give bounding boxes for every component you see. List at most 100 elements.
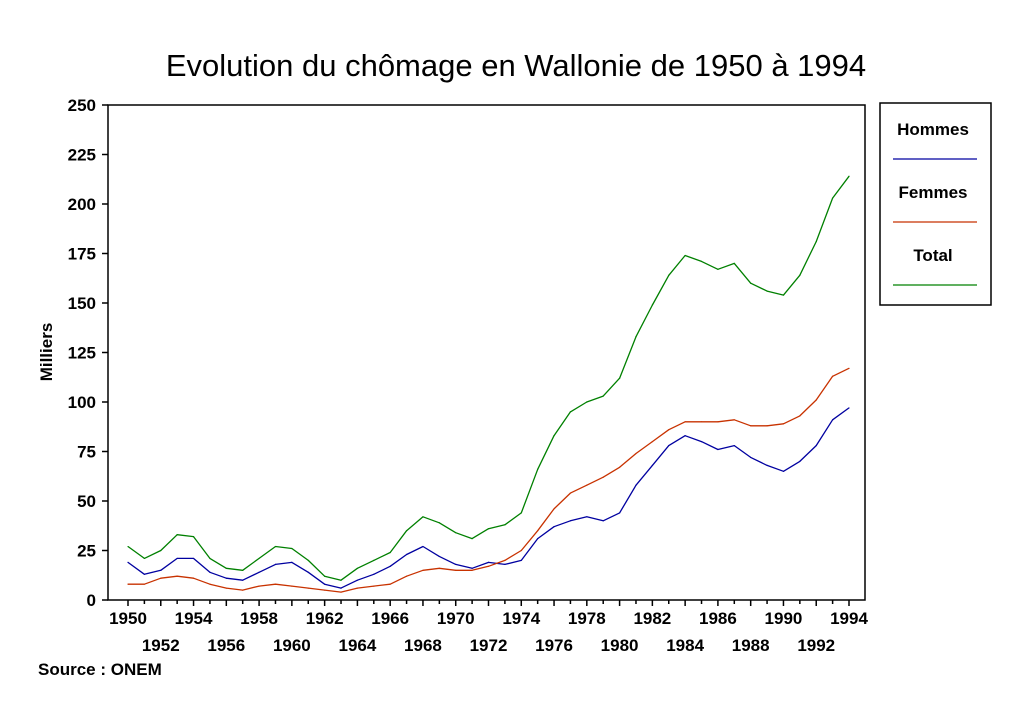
data-point-hommes [258, 571, 260, 573]
data-point-femmes [717, 421, 719, 423]
data-point-femmes [176, 575, 178, 577]
y-tick-label: 225 [68, 146, 96, 165]
data-point-hommes [799, 460, 801, 462]
x-axis: 1950 1954 1958 1962 1966 1970 1974 1978 1982 1986… [109, 600, 868, 655]
data-point-hommes [700, 441, 703, 443]
data-point-total [274, 545, 277, 548]
data-point-femmes [307, 587, 309, 589]
data-point-femmes [225, 587, 227, 589]
data-point-total [668, 274, 670, 276]
x-tick-label: 1990 [765, 609, 803, 628]
data-point-hommes [651, 464, 653, 466]
data-point-total [143, 557, 145, 560]
data-point-total [356, 567, 359, 569]
data-point-hommes [274, 563, 277, 565]
data-point-total [782, 294, 785, 296]
data-point-hommes [422, 545, 424, 548]
data-point-total [700, 260, 703, 263]
legend: Hommes Femmes Total [879, 102, 992, 306]
data-point-femmes [602, 476, 604, 478]
legend-label-hommes: Hommes [897, 120, 969, 139]
data-point-total [455, 532, 457, 534]
x-tick-label: 1976 [535, 636, 573, 655]
data-point-femmes [471, 569, 473, 571]
data-point-femmes [143, 583, 145, 585]
data-point-total [373, 559, 375, 562]
data-point-femmes [618, 466, 621, 468]
data-point-femmes [242, 589, 244, 591]
x-tick-label: 1984 [666, 636, 704, 655]
data-point-hommes [618, 512, 621, 514]
data-point-femmes [504, 559, 506, 562]
y-tick-label: 50 [77, 492, 96, 511]
x-tick-label: 1982 [633, 609, 671, 628]
data-point-hommes [307, 571, 309, 573]
x-tick-label: 1994 [830, 609, 868, 628]
data-point-femmes [455, 569, 457, 571]
data-point-hommes [537, 538, 539, 540]
y-tick-label: 100 [68, 393, 96, 412]
data-point-total [766, 290, 768, 292]
data-point-hommes [832, 419, 834, 421]
data-point-hommes [848, 407, 850, 409]
data-point-femmes [733, 419, 735, 421]
data-point-total [520, 512, 522, 514]
data-point-femmes [586, 484, 588, 486]
data-point-hommes [569, 520, 572, 522]
data-point-total [291, 547, 293, 550]
data-point-femmes [356, 587, 359, 589]
legend-label-total: Total [913, 246, 952, 265]
x-tick-label: 1956 [207, 636, 245, 655]
data-point-total [750, 282, 752, 284]
x-tick-label: 1988 [732, 636, 770, 655]
x-tick-label: 1970 [437, 609, 475, 628]
data-point-femmes [635, 452, 637, 455]
data-point-femmes [651, 441, 653, 443]
data-point-hommes [520, 559, 522, 562]
data-point-hommes [602, 520, 604, 522]
data-point-hommes [668, 444, 670, 447]
data-point-hommes [225, 577, 227, 579]
x-tick-label: 1958 [240, 609, 278, 628]
data-point-total [405, 530, 408, 532]
data-point-total [848, 175, 850, 177]
data-point-total [504, 524, 506, 526]
data-point-hommes [340, 587, 342, 589]
data-point-femmes [324, 589, 326, 591]
source-note: Source : ONEM [38, 660, 162, 679]
x-tick-label: 1960 [273, 636, 311, 655]
data-point-femmes [340, 591, 342, 593]
data-point-hommes [209, 571, 211, 573]
data-point-total [799, 274, 801, 276]
y-tick-label: 250 [68, 96, 96, 115]
data-point-total [422, 516, 424, 518]
data-point-total [602, 395, 604, 397]
data-point-femmes [487, 565, 490, 567]
data-point-hommes [405, 553, 408, 556]
data-point-total [815, 241, 817, 243]
data-point-femmes [815, 399, 817, 401]
data-point-total [537, 468, 539, 470]
data-point-femmes [209, 583, 211, 585]
data-point-hommes [586, 516, 588, 518]
data-point-hommes [750, 456, 752, 459]
x-tick-label: 1968 [404, 636, 442, 655]
data-point-femmes [258, 585, 260, 587]
data-point-hommes [553, 526, 555, 528]
data-point-hommes [438, 555, 440, 558]
data-point-hommes [471, 567, 473, 569]
data-point-hommes [242, 579, 244, 581]
data-point-total [471, 538, 473, 540]
data-point-hommes [373, 573, 375, 575]
y-tick-label: 150 [68, 294, 96, 313]
data-point-total [832, 197, 834, 199]
x-tick-label: 1952 [142, 636, 180, 655]
legend-box [879, 102, 992, 306]
data-point-femmes [684, 421, 686, 423]
x-tick-label: 1950 [109, 609, 147, 628]
data-point-hommes [635, 484, 637, 486]
data-point-total [160, 549, 162, 552]
data-point-total [586, 401, 588, 403]
data-point-femmes [422, 569, 424, 571]
